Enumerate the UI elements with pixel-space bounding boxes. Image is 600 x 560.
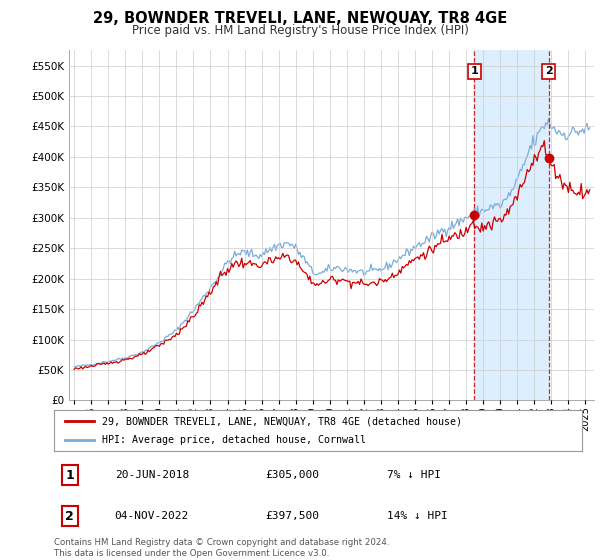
- Text: 1: 1: [65, 469, 74, 482]
- Text: Contains HM Land Registry data © Crown copyright and database right 2024.
This d: Contains HM Land Registry data © Crown c…: [54, 538, 389, 558]
- Text: HPI: Average price, detached house, Cornwall: HPI: Average price, detached house, Corn…: [101, 435, 365, 445]
- Text: 2: 2: [545, 67, 553, 76]
- Text: 20-JUN-2018: 20-JUN-2018: [115, 470, 189, 480]
- Text: £305,000: £305,000: [265, 470, 319, 480]
- Text: 29, BOWNDER TREVELI, LANE, NEWQUAY, TR8 4GE (detached house): 29, BOWNDER TREVELI, LANE, NEWQUAY, TR8 …: [101, 417, 461, 426]
- Text: 2: 2: [65, 510, 74, 522]
- Text: £397,500: £397,500: [265, 511, 319, 521]
- Text: Price paid vs. HM Land Registry's House Price Index (HPI): Price paid vs. HM Land Registry's House …: [131, 24, 469, 36]
- Text: 04-NOV-2022: 04-NOV-2022: [115, 511, 189, 521]
- Text: 1: 1: [470, 67, 478, 76]
- Text: 14% ↓ HPI: 14% ↓ HPI: [386, 511, 448, 521]
- Bar: [474, 50, 548, 400]
- Text: 29, BOWNDER TREVELI, LANE, NEWQUAY, TR8 4GE: 29, BOWNDER TREVELI, LANE, NEWQUAY, TR8 …: [93, 11, 507, 26]
- Text: 7% ↓ HPI: 7% ↓ HPI: [386, 470, 440, 480]
